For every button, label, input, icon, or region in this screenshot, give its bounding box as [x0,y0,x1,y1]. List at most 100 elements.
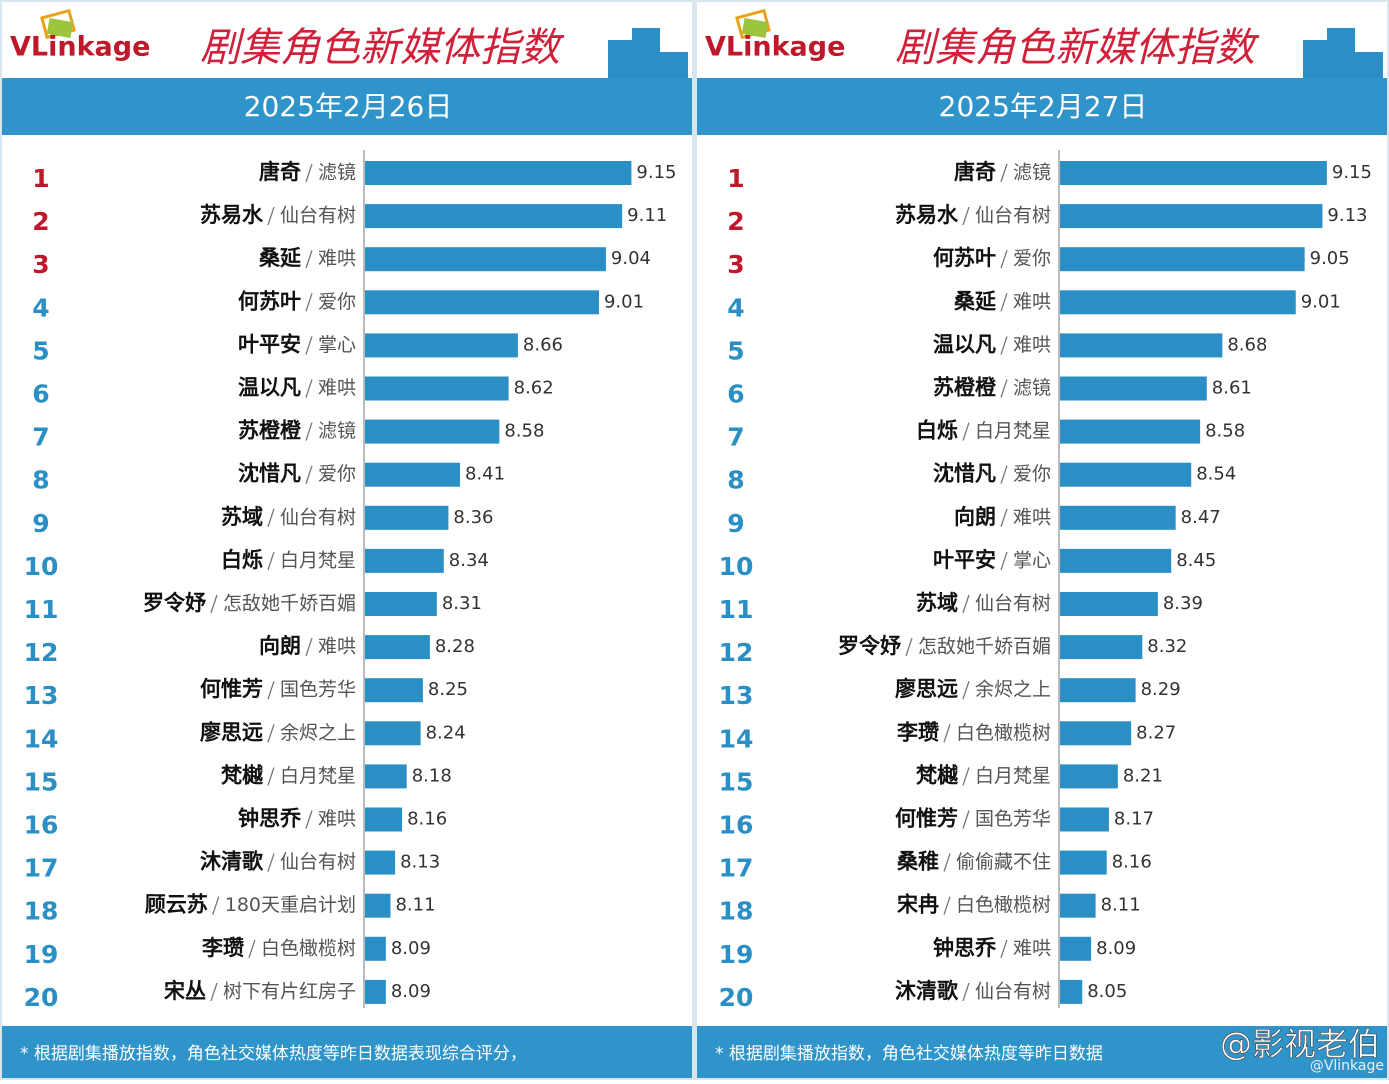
value-label: 8.11 [395,895,435,916]
name: 苏域 [221,505,263,529]
name: 李瓒 [201,936,244,960]
name: 梵樾 [221,763,264,787]
rank: 9 [727,509,744,538]
drama: 怎敌她千娇百媚 [223,593,356,615]
rank: 17 [24,854,59,883]
bar [1060,161,1327,185]
rank: 7 [727,423,744,452]
separator [905,637,913,657]
drama: 滤镜 [1013,377,1051,399]
name: 苏易水 [895,203,959,227]
bar [365,807,403,832]
name: 罗令妤 [143,591,206,615]
value-label: 8.31 [442,593,482,614]
value-label: 8.54 [1196,464,1236,485]
separator [267,551,275,571]
bar [365,893,391,918]
name: 廖思远 [200,720,263,744]
bar [365,936,386,961]
drama: 难哄 [1013,506,1051,528]
value-label: 8.34 [449,550,489,571]
separator [305,810,313,829]
bar [365,764,407,789]
footer-bar [697,1026,1387,1078]
value-label: 8.28 [435,636,475,657]
value-label: 8.18 [412,765,452,786]
rank: 9 [32,509,49,538]
drama: 余烬之上 [280,722,356,744]
date: 2025年2月26日 [244,90,453,123]
podium [632,28,660,78]
rank: 10 [24,552,59,581]
name: 苏橙橙 [238,419,302,443]
name: 何苏叶 [933,246,996,270]
drama: 难哄 [1013,291,1051,313]
drama: 难哄 [318,248,356,270]
rank: 12 [719,638,754,667]
value-label: 8.29 [1141,679,1181,700]
separator [267,724,275,743]
podium [660,52,688,78]
rank: 8 [32,466,49,495]
value-label: 8.66 [523,334,563,355]
bar [1060,204,1323,229]
separator [962,982,970,1002]
footer-bar [2,1026,692,1078]
separator [248,939,256,959]
drama: 怎敌她千娇百媚 [918,636,1051,658]
rank: 4 [727,293,744,322]
value-label: 9.04 [611,248,651,269]
separator [305,163,313,183]
value-label: 8.58 [504,421,544,442]
logo-icon [741,18,769,38]
rank: 13 [24,681,59,710]
bar [1060,678,1136,703]
podium [1355,52,1383,78]
rank: 6 [32,380,49,409]
separator [212,896,220,915]
value-label: 9.13 [1327,205,1367,226]
value-label: 9.01 [1301,291,1341,312]
separator [267,206,275,226]
name: 沈惜凡 [238,462,301,486]
drama: 白月梵星 [975,420,1051,442]
name: 苏橙橙 [933,376,997,400]
drama: 难哄 [318,636,356,658]
rank: 14 [719,724,754,753]
name: 廖思远 [895,677,958,701]
name: 何苏叶 [238,289,301,313]
separator [962,810,970,829]
drama: 难哄 [318,808,356,830]
bar [365,204,623,229]
rank: 18 [719,897,754,926]
watermark: @影视老伯 [1220,1025,1380,1063]
name: 何惟芳 [895,807,958,831]
name: 桑稚 [897,850,939,874]
separator [1000,465,1008,484]
value-label: 9.11 [627,205,667,226]
drama: 滤镜 [1013,162,1051,184]
drama: 国色芳华 [975,808,1051,830]
drama: 白月梵星 [280,765,356,787]
bar [365,247,606,272]
separator [1000,249,1008,269]
rank: 5 [727,336,744,365]
value-label: 8.36 [453,507,493,528]
bar [1060,505,1176,530]
rank: 16 [719,811,754,840]
rank: 2 [32,207,49,236]
name: 白烁 [221,548,263,572]
podium [1303,40,1327,78]
name: 沐清歌 [895,979,959,1003]
name: 苏域 [916,591,958,615]
name: 何惟芳 [200,677,263,701]
separator [267,508,275,528]
drama: 仙台有树 [975,593,1051,615]
name: 向朗 [954,505,996,529]
name: 叶平安 [238,332,301,356]
bar [365,592,437,616]
value-label: 8.16 [1112,852,1152,873]
drama: 白色橄榄树 [261,937,356,959]
logo-icon [46,18,74,38]
bar [365,462,460,487]
